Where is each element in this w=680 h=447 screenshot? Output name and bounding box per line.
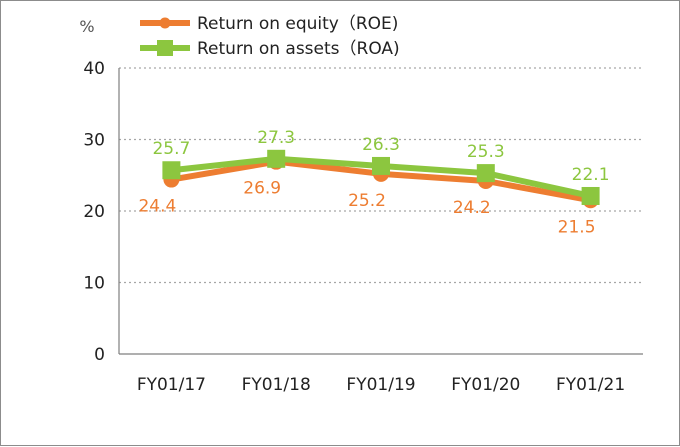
data-point-roa [162,161,181,180]
plot-area: 0 10 20 30 40 FY01/17 FY01/18 FY01/19 FY01/20 FY0… [83,59,643,395]
x-tick-label: FY01/19 [346,375,415,395]
data-point-roa [372,156,390,175]
data-label-roe: 26.9 [243,179,281,199]
data-point-roa [476,164,495,183]
x-tick-label: FY01/18 [242,375,311,395]
x-tick-label: FY01/20 [451,375,520,395]
legend-roa-label: Return on assets（ROA) [197,39,400,59]
data-point-roa [267,149,286,168]
data-label-roe: 24.4 [138,197,176,217]
data-label-roa: 25.7 [152,139,190,159]
x-tick-label: FY01/17 [137,375,206,395]
data-label-roe: 21.5 [558,217,596,237]
y-tick-label: 30 [83,131,105,151]
y-tick-label: 40 [83,59,105,79]
data-label-roa: 27.3 [257,128,295,148]
data-label-roe: 24.2 [453,198,491,218]
legend-roe-label: Return on equity（ROE) [197,14,398,34]
data-label-roa: 25.3 [467,142,505,162]
y-tick-label: 10 [83,274,105,294]
legend-roa-marker [157,40,173,56]
legend: Return on equity（ROE) Return on assets（R… [140,14,400,59]
data-label-roe: 25.2 [348,191,386,211]
data-label-roa: 22.1 [572,165,610,185]
y-tick-label: 20 [83,202,105,222]
legend-roe-marker [159,17,171,29]
data-label-roa: 26.3 [362,135,400,155]
data-point-roa [581,186,600,205]
y-axis-unit-label: % [79,17,94,36]
y-tick-label: 0 [94,345,105,365]
x-tick-label: FY01/21 [556,375,625,395]
legend-item-roe: Return on equity（ROE) [140,14,398,34]
legend-item-roa: Return on assets（ROA) [140,39,400,59]
